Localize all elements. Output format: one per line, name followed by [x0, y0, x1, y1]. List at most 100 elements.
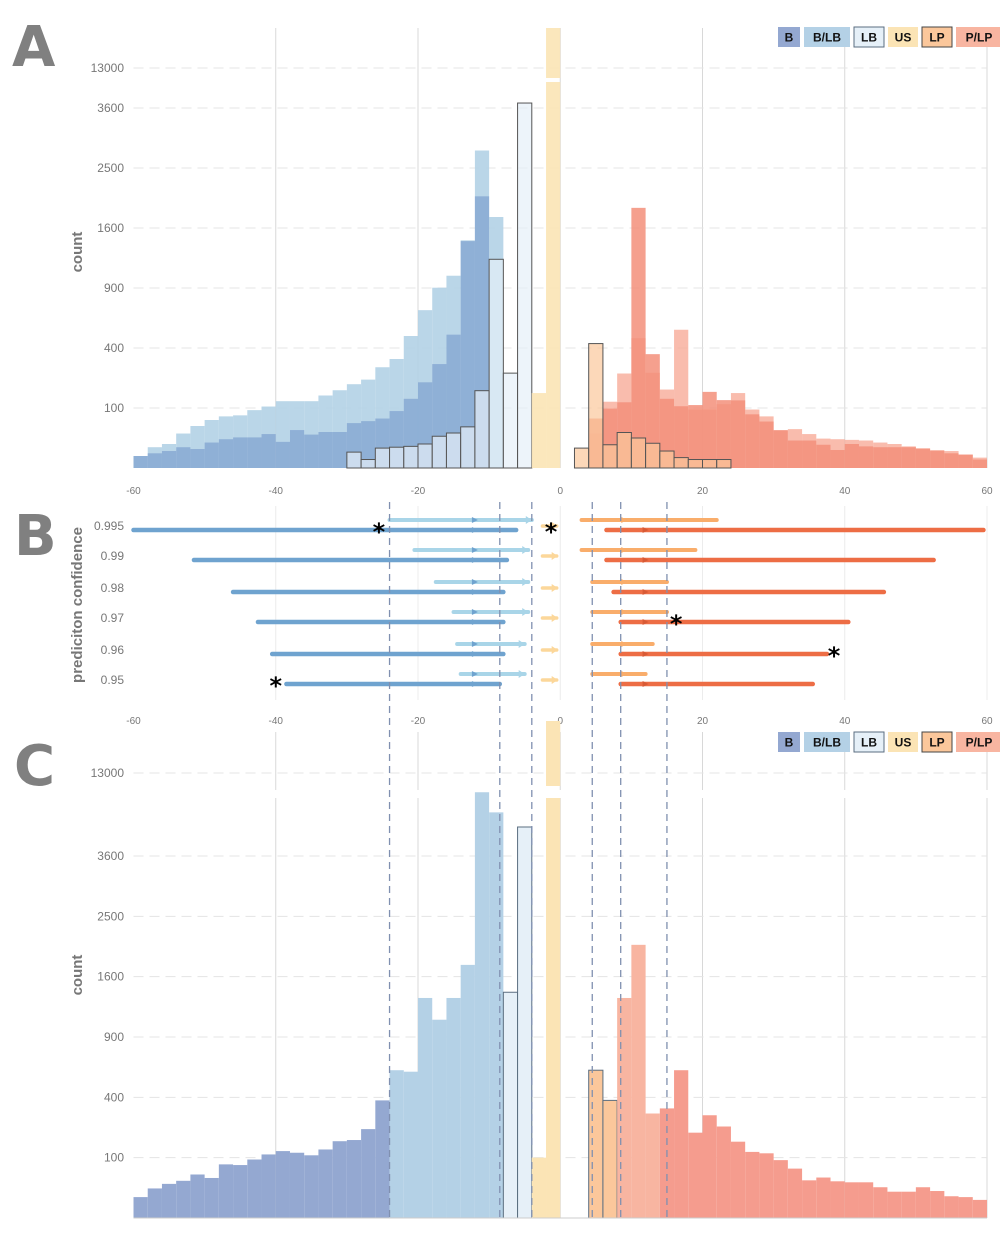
c-bar [787, 1168, 803, 1218]
c-series-us [531, 721, 561, 1218]
a-series-lb [346, 102, 533, 469]
a-x-tick: 20 [697, 486, 709, 497]
b-row: 0.97 * [101, 608, 851, 638]
a-y-tick: 100 [104, 401, 124, 415]
c-legend-label: B/LB [813, 736, 841, 750]
c-bar [190, 1174, 205, 1218]
a-x-tick: -60 [126, 486, 141, 497]
c-bar [944, 1196, 959, 1218]
b-median-pathogenic-likely [621, 517, 628, 523]
a-bar [745, 414, 760, 468]
b-median-pathogenic-likely [621, 671, 628, 677]
a-bar [289, 430, 305, 468]
b-median-pathogenic [642, 527, 649, 533]
a-legend-swatch [956, 27, 1000, 47]
a-bar [445, 432, 462, 469]
c-bar [432, 1019, 447, 1218]
b-significance-star: * [828, 642, 841, 670]
a-bar [346, 451, 362, 469]
b-arrow-benign-likely [518, 640, 525, 648]
c-bar [233, 1165, 248, 1218]
a-bar [133, 456, 148, 468]
a-bar [687, 459, 704, 469]
b-median-pathogenic-likely [621, 641, 628, 647]
c-bar [858, 1182, 874, 1218]
c-bar [901, 1191, 916, 1218]
a-bar [901, 447, 916, 468]
c-legend-swatch [888, 732, 918, 752]
c-legend-label: LP [929, 736, 944, 750]
b-x-tick: -60 [126, 716, 141, 727]
b-row: 0.95 * [101, 670, 815, 700]
c-bar [460, 964, 475, 1218]
c-y-tick: 2500 [97, 909, 124, 923]
c-bar [218, 1164, 234, 1218]
a-bar [360, 459, 376, 469]
c-y-tick: 1600 [97, 970, 124, 984]
a-bar-top [546, 28, 561, 78]
b-arrow-uncertain [551, 584, 558, 592]
b-y-tick: 0.96 [101, 643, 125, 657]
c-bar [502, 991, 519, 1219]
a-bar [275, 441, 290, 468]
c-bar [674, 1070, 689, 1218]
c-bar [958, 1197, 973, 1218]
a-bar [659, 450, 675, 469]
b-median-benign [471, 651, 478, 657]
b-significance-star: * [670, 610, 683, 638]
c-bar [361, 1129, 376, 1218]
a-bar [645, 442, 661, 469]
a-bar [361, 421, 376, 468]
b-x-tick: 60 [981, 716, 993, 727]
b-arrow-uncertain [551, 522, 558, 530]
panel-label-a: A [12, 15, 56, 80]
c-bar [816, 1177, 831, 1218]
b-arrow-benign-likely [525, 516, 532, 524]
a-bar [702, 459, 718, 469]
a-bar [787, 440, 803, 468]
a-y-tick: 400 [104, 341, 124, 355]
c-bar [489, 812, 504, 1218]
a-bar [218, 439, 234, 468]
a-bar [716, 459, 732, 469]
a-y-tick: 3600 [97, 101, 124, 115]
b-median-benign-likely [471, 641, 478, 647]
b-median-pathogenic [642, 589, 649, 595]
b-significance-star: * [373, 518, 386, 546]
c-bar [531, 1157, 547, 1218]
c-series-b-lb [389, 792, 504, 1218]
a-x-tick: -20 [411, 486, 426, 497]
a-bar [204, 442, 219, 468]
c-series-b [133, 1100, 390, 1218]
b-median-pathogenic [642, 557, 649, 563]
a-y-tick: 2500 [97, 161, 124, 175]
b-median-benign-likely [471, 547, 478, 553]
a-bar [176, 447, 191, 468]
a-bar [488, 258, 504, 469]
b-arrow-uncertain [551, 552, 558, 560]
c-bar [289, 1152, 305, 1218]
a-bar [417, 443, 433, 469]
c-bar [773, 1160, 788, 1218]
c-bar [802, 1180, 817, 1218]
c-series-lp [588, 1069, 618, 1219]
c-bar [602, 1099, 618, 1219]
c-bar [730, 1141, 746, 1218]
a-legend-label: B/LB [813, 31, 841, 45]
b-row: 0.96 * [101, 640, 841, 670]
b-y-tick: 0.98 [101, 581, 125, 595]
b-median-benign [471, 619, 478, 625]
c-legend-swatch [853, 731, 885, 753]
b-arrow-uncertain [551, 614, 558, 622]
c-bar [446, 997, 461, 1218]
c-bar [517, 826, 533, 1219]
b-arrow-benign-likely [522, 546, 529, 554]
a-bar [304, 434, 319, 468]
c-bar [474, 792, 490, 1218]
c-bar [375, 1100, 390, 1218]
c-bar [745, 1151, 760, 1218]
c-bar [873, 1187, 888, 1218]
panel-c: 100 400 900 1600 2500 3600 13000 count B B/LB LB US… [69, 721, 1000, 1219]
a-bar [972, 459, 987, 468]
